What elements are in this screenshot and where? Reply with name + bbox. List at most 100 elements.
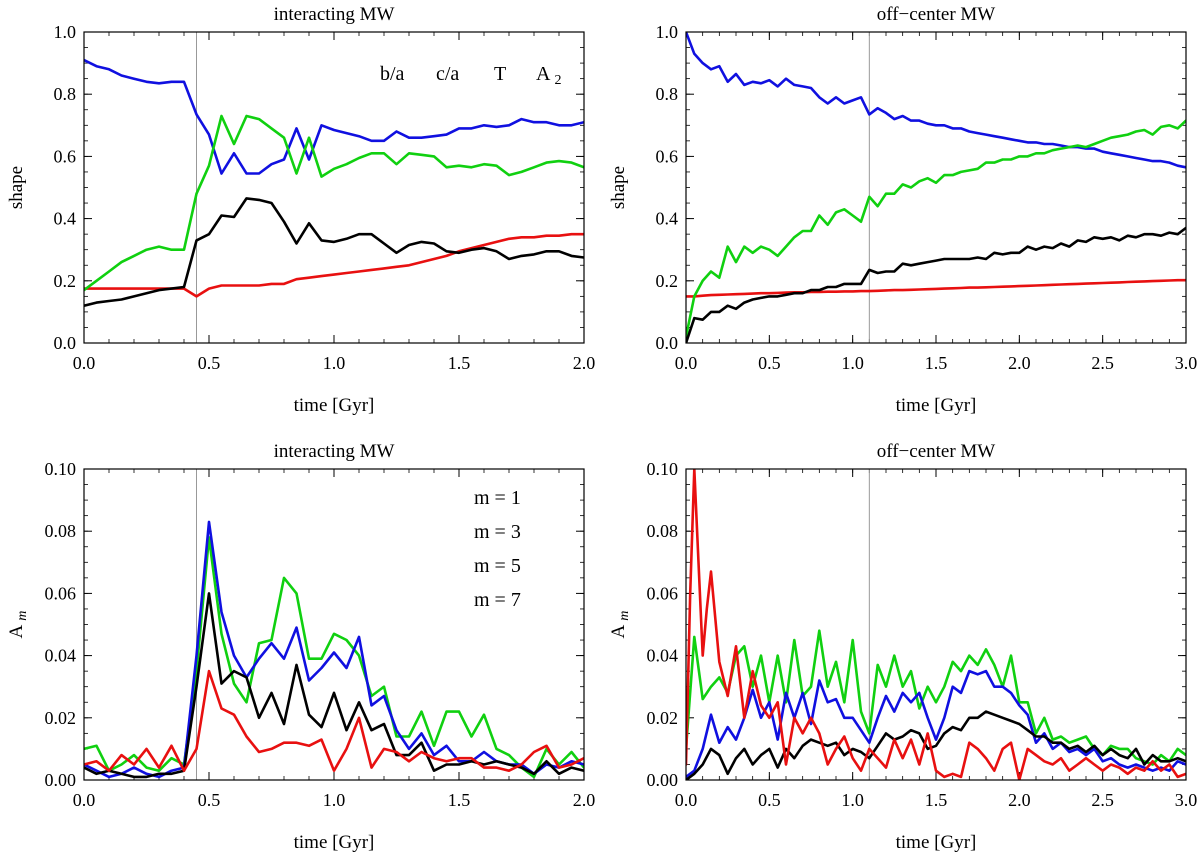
legend-entry-main: A: [536, 63, 551, 85]
series-group: [84, 520, 584, 779]
series-line-b_a: [84, 58, 584, 175]
series-line-c_a: [686, 278, 1186, 298]
plot-frame: [685, 31, 1187, 344]
x-axis-label: time [Gyr]: [896, 395, 977, 416]
series-line-T: [686, 119, 1186, 339]
y-axis-label-main: shape: [6, 166, 27, 209]
y-tick-label: 0.10: [647, 459, 679, 479]
y-tick-label: 0.8: [54, 84, 77, 104]
x-tick-label: 1.0: [323, 790, 346, 810]
x-tick-label: 3.0: [1175, 353, 1198, 373]
x-tick-label: 1.0: [841, 353, 864, 373]
y-tick-label: 0.6: [54, 146, 77, 166]
y-tick-label: 0.02: [647, 708, 679, 728]
plot-frame: [685, 468, 1187, 781]
plot-frame: [83, 31, 585, 344]
x-tick-label: 0.0: [675, 353, 698, 373]
x-tick-label: 2.5: [1091, 353, 1114, 373]
y-axis-label-main: A: [608, 624, 629, 638]
series-line-m7: [686, 710, 1186, 780]
series-line-T: [84, 114, 584, 292]
x-tick-label: 1.5: [925, 790, 948, 810]
y-axis-label-subscript: m: [15, 611, 30, 621]
y-axis-label: shape: [608, 166, 629, 209]
x-tick-label: 0.5: [758, 790, 781, 810]
x-tick-label: 0.5: [758, 353, 781, 373]
series-line-m1: [686, 469, 1186, 780]
chart-p4: off−center MW time [Gyr] Am 0.0 0.5 1.0 1.5 2.0…: [608, 441, 1197, 853]
y-tick-label: 0.04: [45, 646, 77, 666]
x-tick-label: 0.0: [675, 790, 698, 810]
chart-p3: interacting MW time [Gyr] Am 0.0 0.5 1.0 1.5 2.…: [6, 441, 595, 853]
y-axis-label-main: A: [6, 624, 27, 638]
y-tick-label: 1.0: [656, 22, 679, 42]
y-tick-label: 0.08: [647, 521, 679, 541]
series-group: [686, 469, 1186, 780]
x-axis-label: time [Gyr]: [294, 832, 375, 853]
x-tick-label: 0.5: [198, 353, 221, 373]
legend-entry-m5: m = 5: [474, 555, 521, 577]
x-tick-label: 2.0: [573, 790, 596, 810]
chart-p2: off−center MW time [Gyr] shape 0.0 0.5 1.0 1.5…: [608, 4, 1197, 416]
y-axis-label: shape: [6, 166, 27, 209]
series-line-m1: [84, 669, 584, 773]
chart-p1: interacting MW time [Gyr] shape 0.0 0.5 1.0 1.…: [6, 4, 595, 416]
y-tick-label: 1.0: [54, 22, 77, 42]
x-tick-label: 0.5: [198, 790, 221, 810]
series-line-b_a: [686, 32, 1186, 169]
x-tick-label: 2.0: [1008, 353, 1031, 373]
y-tick-label: 0.06: [647, 583, 679, 603]
x-tick-label: 1.5: [448, 353, 471, 373]
series-line-m3: [84, 536, 584, 779]
x-tick-label: 1.0: [323, 353, 346, 373]
plot-frame: [83, 468, 585, 781]
x-tick-label: 2.5: [1091, 790, 1114, 810]
legend-entry-b_a: b/a: [380, 63, 405, 85]
x-tick-label: 0.0: [73, 353, 96, 373]
x-tick-label: 0.0: [73, 790, 96, 810]
y-tick-label: 0.02: [45, 708, 77, 728]
chart-title: interacting MW: [274, 4, 395, 25]
y-tick-label: 0.00: [45, 770, 77, 790]
y-axis-label: Am: [6, 611, 30, 639]
y-axis-label: Am: [608, 611, 632, 639]
legend-entry-m7: m = 7: [474, 589, 521, 611]
y-axis-label-subscript: m: [617, 611, 632, 621]
legend-entry-c_a: c/a: [436, 63, 459, 85]
series-line-A2: [84, 197, 584, 308]
chart-title: off−center MW: [877, 441, 996, 462]
x-axis-label: time [Gyr]: [294, 395, 375, 416]
series-group: [686, 32, 1186, 343]
chart-title: off−center MW: [877, 4, 996, 25]
legend-entry-T: T: [494, 63, 506, 85]
y-tick-label: 0.4: [656, 209, 679, 229]
legend-entry-m3: m = 3: [474, 521, 521, 543]
y-tick-label: 0.0: [54, 333, 77, 353]
chart-title: interacting MW: [274, 441, 395, 462]
y-tick-label: 0.2: [54, 271, 77, 291]
series-line-m5: [686, 669, 1186, 779]
x-tick-label: 3.0: [1175, 790, 1198, 810]
y-tick-label: 0.04: [647, 646, 679, 666]
series-line-A2: [686, 226, 1186, 343]
y-tick-label: 0.08: [45, 521, 77, 541]
legend-entry-m1: m = 1: [474, 487, 521, 509]
x-tick-label: 1.5: [448, 790, 471, 810]
y-axis-label-main: shape: [608, 166, 629, 209]
y-tick-label: 0.10: [45, 459, 77, 479]
x-tick-label: 2.0: [573, 353, 596, 373]
y-tick-label: 0.4: [54, 209, 77, 229]
series-group: [84, 58, 584, 308]
y-tick-label: 0.00: [647, 770, 679, 790]
x-tick-label: 1.5: [925, 353, 948, 373]
legend-entry-subscript: 2: [554, 73, 561, 88]
x-tick-label: 1.0: [841, 790, 864, 810]
series-line-m7: [84, 592, 584, 779]
series-line-c_a: [84, 232, 584, 298]
y-tick-label: 0.0: [656, 333, 679, 353]
y-tick-label: 0.06: [45, 583, 77, 603]
y-tick-label: 0.8: [656, 84, 679, 104]
x-axis-label: time [Gyr]: [896, 832, 977, 853]
